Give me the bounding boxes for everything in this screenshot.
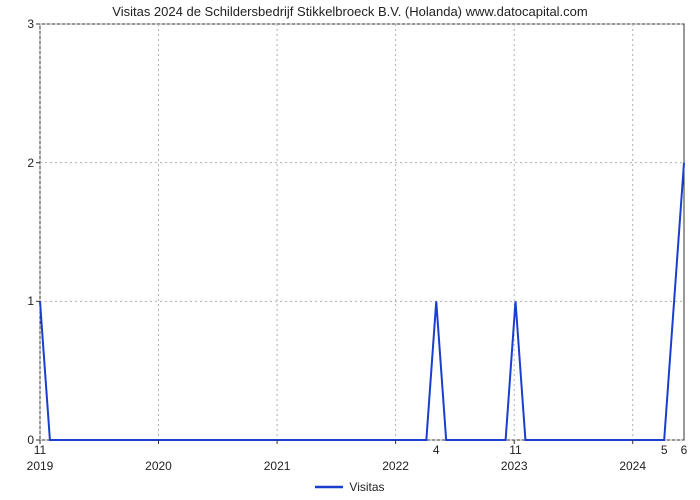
xtick-label: 2023: [484, 459, 544, 473]
xtick-label: 2024: [603, 459, 663, 473]
data-label: 11: [501, 443, 531, 457]
plot-border: [40, 24, 684, 440]
xtick-label: 2022: [366, 459, 426, 473]
data-label: 6: [669, 443, 699, 457]
chart-container: Visitas 2024 de Schildersbedrijf Stikkel…: [0, 0, 700, 500]
legend: Visitas: [0, 479, 700, 494]
grid-h: [40, 24, 684, 440]
xtick-label: 2020: [129, 459, 189, 473]
legend-label: Visitas: [349, 480, 384, 494]
ytick-marks: [36, 24, 40, 440]
ytick-label: 2: [10, 156, 34, 170]
legend-swatch-icon: [315, 482, 343, 492]
ytick-label: 1: [10, 294, 34, 308]
ytick-label: 3: [10, 17, 34, 31]
xtick-label: 2021: [247, 459, 307, 473]
data-label: 11: [25, 443, 55, 457]
chart-svg: [0, 0, 700, 500]
xtick-label: 2019: [10, 459, 70, 473]
grid-v: [40, 24, 633, 440]
data-label: 4: [421, 443, 451, 457]
